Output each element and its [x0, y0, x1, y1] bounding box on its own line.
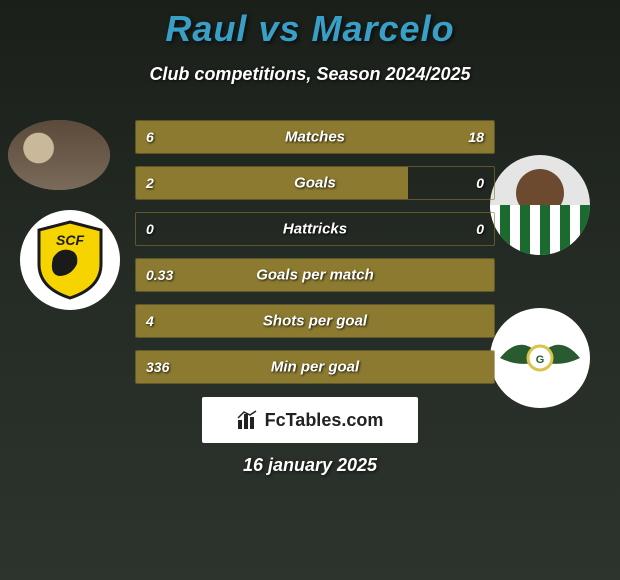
wings-badge-icon: G: [495, 313, 585, 403]
brand-text: FcTables.com: [265, 410, 384, 431]
player-left-photo: [8, 120, 110, 190]
player1-name: Raul: [165, 8, 247, 49]
stat-label: Hattricks: [283, 221, 347, 238]
bars-chart-icon: [237, 410, 259, 430]
stat-label: Goals: [294, 175, 336, 192]
stat-bar-left: [136, 167, 408, 199]
stat-label: Goals per match: [256, 267, 374, 284]
player2-name: Marcelo: [312, 8, 455, 49]
stat-value-right: 0: [476, 221, 484, 237]
stat-label: Min per goal: [271, 359, 359, 376]
comparison-title: Raul vs Marcelo: [0, 0, 620, 50]
stat-label: Shots per goal: [263, 313, 367, 330]
stat-value-left: 2: [146, 175, 154, 191]
stat-value-left: 6: [146, 129, 154, 145]
stat-row: 2 0 Goals: [135, 166, 495, 200]
stats-container: 6 18 Matches 2 0 Goals 0 0 Hattricks 0.33 Goals pe…: [135, 120, 495, 396]
fctables-brand[interactable]: FcTables.com: [202, 397, 418, 443]
stat-value-left: 0: [146, 221, 154, 237]
svg-text:SCF: SCF: [56, 232, 84, 248]
stat-value-right: 18: [468, 129, 484, 145]
shield-icon: SCF: [35, 220, 105, 300]
stat-row: 6 18 Matches: [135, 120, 495, 154]
player-left-club-badge: SCF: [20, 210, 120, 310]
stat-value-left: 0.33: [146, 267, 173, 283]
svg-text:G: G: [536, 354, 545, 366]
jersey: [490, 205, 590, 255]
stat-value-right: 0: [476, 175, 484, 191]
stat-row: 336 Min per goal: [135, 350, 495, 384]
player-right-photo: [490, 155, 590, 255]
stat-row: 0 0 Hattricks: [135, 212, 495, 246]
vs-text: vs: [258, 8, 300, 49]
stat-label: Matches: [285, 129, 345, 146]
stat-value-left: 4: [146, 313, 154, 329]
comparison-date: 16 january 2025: [0, 455, 620, 476]
stat-row: 4 Shots per goal: [135, 304, 495, 338]
stat-row: 0.33 Goals per match: [135, 258, 495, 292]
comparison-subtitle: Club competitions, Season 2024/2025: [0, 64, 620, 85]
stat-bar-right: [226, 121, 495, 153]
player-right-club-badge: G: [490, 308, 590, 408]
stat-value-left: 336: [146, 359, 169, 375]
